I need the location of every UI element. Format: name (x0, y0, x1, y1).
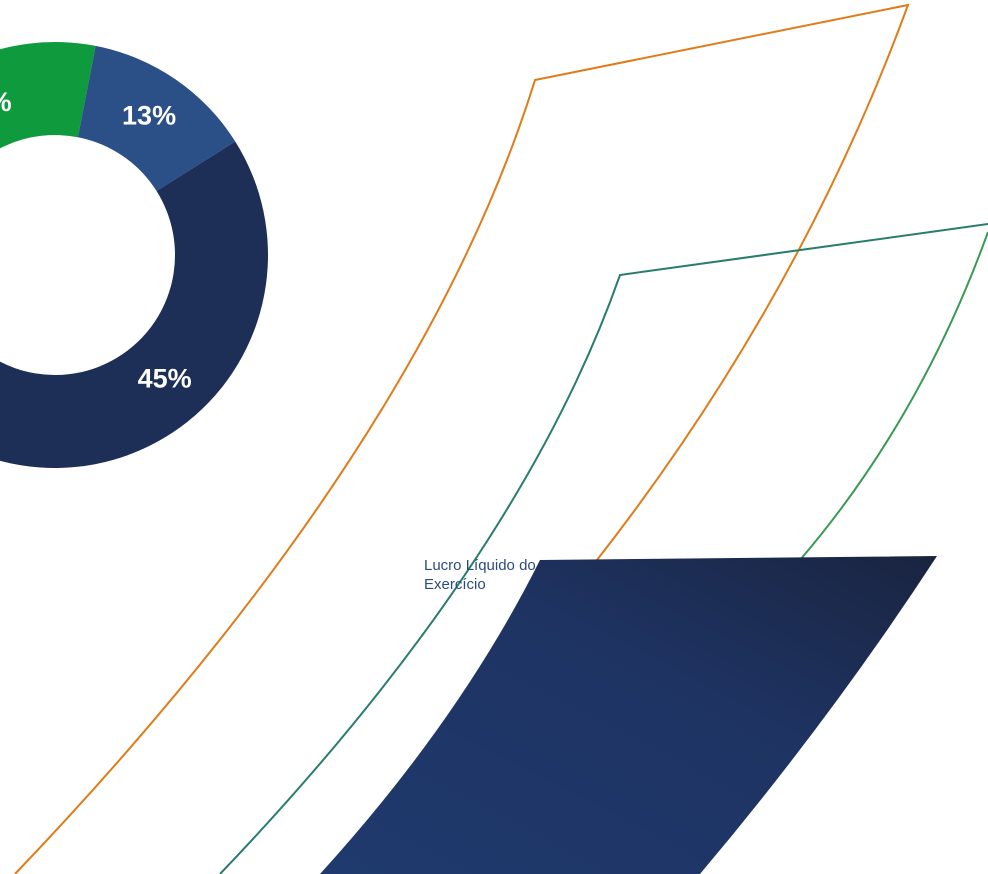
slice-label: 20% (0, 87, 12, 117)
slice-label: 13% (122, 101, 176, 131)
donut-slice (0, 42, 96, 149)
orange-outline (14, 3, 910, 874)
green-outline-right (799, 231, 988, 561)
donut-slice (0, 141, 268, 468)
donut-chart: 20% 13% 45% (0, 42, 268, 468)
legend-text: Lucro Líquido do Exercício (424, 557, 536, 593)
green-outline (219, 223, 988, 874)
slice-label: 45% (138, 363, 192, 393)
navy-shape (320, 556, 937, 874)
donut-slice (77, 45, 236, 192)
